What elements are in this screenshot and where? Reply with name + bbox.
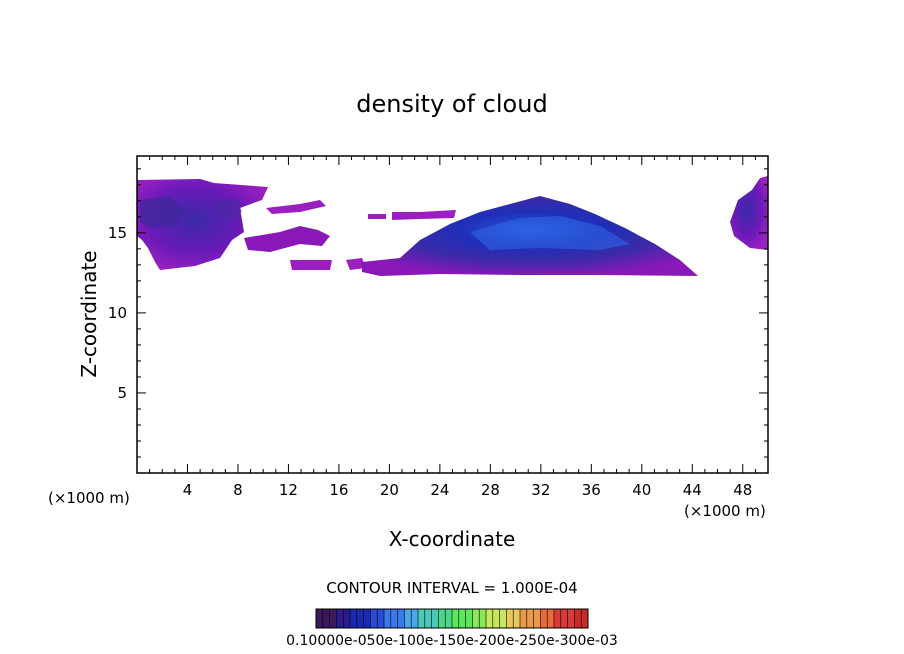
- colorbar-cells: [315, 609, 588, 628]
- cloud-patch-3: [290, 260, 332, 270]
- x-tick-label: 40: [632, 481, 651, 499]
- colorbar-cell: [499, 609, 507, 628]
- colorbar-cell: [377, 609, 384, 628]
- colorbar-cell: [513, 609, 520, 628]
- density-field: [137, 176, 768, 276]
- chart-title: density of cloud: [356, 90, 547, 118]
- colorbar-cell: [424, 609, 432, 628]
- cloud-patch-5: [368, 214, 386, 219]
- colorbar-border: [315, 608, 589, 629]
- x-unit-left: (×1000 m): [48, 489, 130, 507]
- colorbar-cell: [560, 609, 568, 628]
- colorbar-cell: [492, 609, 500, 628]
- x-tick-label: 24: [430, 481, 449, 499]
- colorbar-cell: [316, 609, 323, 628]
- x-tick-labels: 4 8 12 16 20 24 28 32 36 40 44 48: [183, 481, 753, 499]
- cloud-left-core: [140, 196, 185, 228]
- colorbar-cell: [404, 609, 412, 628]
- colorbar-cell: [418, 609, 425, 628]
- colorbar-cell: [431, 609, 439, 628]
- x-tick-label: 8: [233, 481, 243, 499]
- x-tick-label: 16: [329, 481, 348, 499]
- y-tick-label: 10: [108, 304, 127, 322]
- y-tick-label: 5: [117, 384, 127, 402]
- x-axis-label: X-coordinate: [389, 527, 516, 551]
- x-tick-label: 20: [380, 481, 399, 499]
- plot-frame: [136, 155, 769, 474]
- colorbar-cell: [350, 609, 357, 628]
- x-tick-label: 44: [683, 481, 702, 499]
- colorbar-cell: [356, 609, 364, 628]
- x-tick-label: 32: [531, 481, 550, 499]
- x-tick-label: 28: [481, 481, 500, 499]
- colorbar-cell: [486, 609, 493, 628]
- colorbar-cell: [472, 609, 480, 628]
- cloud-left-core-2: [218, 200, 242, 220]
- contour-interval-label: CONTOUR INTERVAL = 1.000E-04: [326, 579, 577, 597]
- colorbar-cell: [384, 609, 391, 628]
- colorbar: [315, 608, 589, 629]
- colorbar-cell: [554, 609, 561, 628]
- colorbar-cell: [526, 609, 534, 628]
- colorbar-cell: [452, 609, 459, 628]
- x-tick-label: 48: [733, 481, 752, 499]
- colorbar-cell: [343, 609, 350, 628]
- cloud-main-core: [470, 216, 630, 250]
- colorbar-cell: [581, 609, 588, 628]
- colorbar-cell: [479, 609, 486, 628]
- x-tick-label: 4: [183, 481, 193, 499]
- colorbar-cell: [329, 609, 337, 628]
- ticks: [137, 156, 768, 473]
- colorbar-cell: [567, 609, 575, 628]
- colorbar-cell: [506, 609, 514, 628]
- colorbar-cell: [322, 609, 330, 628]
- cloud-right-edge: [730, 176, 768, 250]
- colorbar-cell: [390, 609, 398, 628]
- colorbar-cell: [363, 609, 371, 628]
- cloud-patch-4: [346, 258, 366, 270]
- colorbar-cell: [533, 609, 541, 628]
- colorbar-cell: [438, 609, 446, 628]
- x-tick-label: 12: [279, 481, 298, 499]
- colorbar-cell: [574, 609, 582, 628]
- colorbar-cell: [411, 609, 418, 628]
- colorbar-cell: [336, 609, 344, 628]
- colorbar-cell: [397, 609, 405, 628]
- colorbar-cell: [520, 609, 527, 628]
- colorbar-cell: [445, 609, 452, 628]
- colorbar-cell: [547, 609, 554, 628]
- y-tick-labels: 5 10 15: [108, 224, 127, 402]
- colorbar-cell: [458, 609, 466, 628]
- colorbar-cell: [540, 609, 548, 628]
- cloud-patch-6: [392, 210, 456, 220]
- y-tick-label: 15: [108, 224, 127, 242]
- x-unit-right: (×1000 m): [684, 502, 766, 520]
- cloud-patch-1: [244, 226, 330, 252]
- colorbar-cell: [465, 609, 473, 628]
- colorbar-labels: 0.10000e-050e-100e-150e-200e-250e-300e-0…: [286, 633, 618, 649]
- y-axis-label: Z-coordinate: [77, 250, 101, 377]
- x-tick-label: 36: [582, 481, 601, 499]
- cloud-patch-2: [266, 200, 326, 214]
- colorbar-cell: [370, 609, 378, 628]
